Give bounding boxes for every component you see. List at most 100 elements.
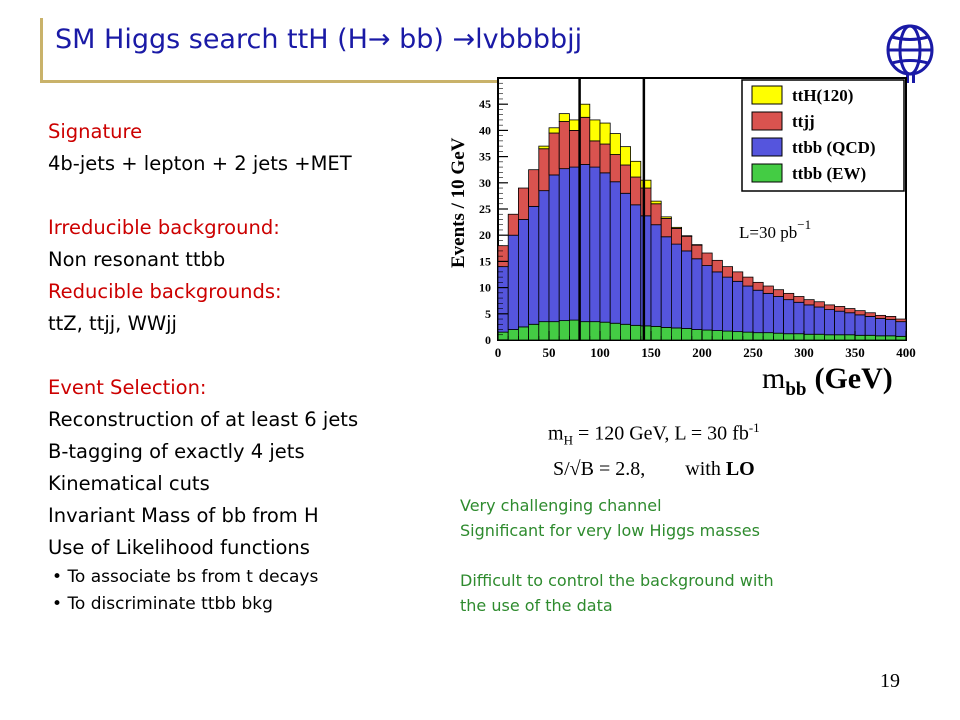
bar-ttjj xyxy=(518,187,530,220)
bar-ttbb-qcd- xyxy=(732,280,744,333)
irreducible-heading: Irreducible background: xyxy=(48,216,280,239)
bar-ttbb-qcd- xyxy=(538,190,550,323)
bar-ttbb-ew- xyxy=(701,329,713,341)
bar-ttjj xyxy=(783,292,795,301)
bar-tth-120- xyxy=(589,119,601,142)
bar-ttbb-ew- xyxy=(609,322,621,341)
note-line: Very challenging channel xyxy=(460,496,662,515)
bar-tth-120- xyxy=(670,226,682,229)
bar-ttjj xyxy=(528,169,540,207)
bar-ttbb-ew- xyxy=(834,334,846,341)
bar-ttjj xyxy=(691,244,703,260)
note-line: the use of the data xyxy=(460,596,613,615)
bar-ttbb-qcd- xyxy=(528,205,540,325)
selection-item: Reconstruction of at least 6 jets xyxy=(48,408,359,431)
y-tick-label: 45 xyxy=(479,97,491,111)
legend-label: ttbb (QCD) xyxy=(792,138,876,157)
bar-ttbb-qcd- xyxy=(507,234,519,330)
bar-ttbb-ew- xyxy=(732,331,744,341)
selection-item: Use of Likelihood functions xyxy=(48,536,310,559)
bar-ttbb-qcd- xyxy=(783,299,795,335)
legend-swatch xyxy=(751,163,783,183)
bar-ttbb-qcd- xyxy=(579,164,591,323)
reducible-heading: Reducible backgrounds: xyxy=(48,280,282,303)
info-line-2: S/√B = 2.8, with LO xyxy=(553,457,755,480)
bar-ttbb-qcd- xyxy=(548,174,560,323)
bar-ttbb-ew- xyxy=(854,334,866,341)
x-tick-label: 400 xyxy=(896,345,916,360)
bar-ttbb-qcd- xyxy=(762,292,774,334)
mbb-histogram-chart: 0 50 100 150 200 250 300 350 400 0 5 10 15 20 25 30 35 40… xyxy=(448,77,916,400)
bar-ttbb-qcd- xyxy=(650,224,662,327)
irreducible-text: Non resonant ttbb xyxy=(48,248,226,271)
bar-ttbb-qcd- xyxy=(834,310,846,336)
bar-ttbb-qcd- xyxy=(752,289,764,334)
bar-ttjj xyxy=(548,132,560,176)
bar-ttjj xyxy=(742,276,754,287)
bar-ttbb-ew- xyxy=(528,323,540,341)
bar-tth-120- xyxy=(640,179,652,189)
bar-ttbb-qcd- xyxy=(589,166,601,323)
bar-tth-120- xyxy=(579,103,591,118)
bar-ttbb-qcd- xyxy=(874,318,886,337)
bar-tth-120- xyxy=(650,200,662,205)
bar-tth-120- xyxy=(548,127,560,134)
bar-ttbb-qcd- xyxy=(711,271,723,331)
bar-ttbb-ew- xyxy=(762,332,774,341)
bar-ttbb-ew- xyxy=(538,321,550,341)
bar-ttbb-ew- xyxy=(599,321,611,341)
bar-ttjj xyxy=(793,296,805,303)
bar-ttjj xyxy=(844,308,856,314)
x-axis-title: mbb (GeV) xyxy=(762,362,893,400)
bar-ttjj xyxy=(538,148,550,192)
x-tick-label: 100 xyxy=(590,345,610,360)
y-axis-label: Events / 10 GeV xyxy=(448,137,469,268)
bar-ttbb-qcd- xyxy=(609,181,621,324)
bar-ttbb-qcd- xyxy=(518,219,530,328)
bar-ttbb-ew- xyxy=(874,335,886,341)
x-axis-label-unit: (GeV) xyxy=(814,362,892,395)
bar-ttbb-ew- xyxy=(711,330,723,341)
info-box: mH = 120 GeV, L = 30 fb-1 S/√B = 2.8, wit… xyxy=(548,414,760,483)
page-number: 19 xyxy=(880,670,900,692)
bar-ttbb-qcd- xyxy=(599,172,611,323)
bar-ttbb-qcd- xyxy=(772,296,784,334)
legend-swatch xyxy=(751,111,783,131)
bar-ttbb-qcd- xyxy=(854,314,866,336)
bar-ttbb-ew- xyxy=(670,327,682,341)
x-axis-label-m: m xyxy=(762,362,785,395)
bar-ttbb-ew- xyxy=(844,334,856,341)
bar-ttbb-ew- xyxy=(619,323,631,341)
bar-ttbb-ew- xyxy=(548,321,560,341)
bar-ttjj xyxy=(670,227,682,245)
bar-tth-120- xyxy=(660,216,672,219)
reducible-text: ttZ, ttjj, WWjj xyxy=(48,312,177,335)
bar-ttbb-qcd- xyxy=(895,321,907,337)
y-tick-label: 40 xyxy=(479,123,491,137)
legend: ttH(120) ttjj ttbb (QCD) ttbb (EW) xyxy=(741,79,905,192)
title-bar xyxy=(40,18,903,83)
bar-ttbb-ew- xyxy=(518,326,530,341)
bar-ttbb-ew- xyxy=(507,329,519,341)
bar-tth-120- xyxy=(599,122,611,145)
note-line: Difficult to control the background with xyxy=(460,571,774,590)
bar-ttjj xyxy=(874,314,886,319)
signature-text: 4b-jets + lepton + 2 jets +MET xyxy=(48,152,352,175)
bar-ttjj xyxy=(681,235,693,252)
selection-heading: Event Selection: xyxy=(48,376,207,399)
bar-ttjj xyxy=(823,304,835,311)
bar-ttjj xyxy=(589,140,601,168)
bar-ttjj xyxy=(507,213,519,236)
bar-tth-120- xyxy=(630,160,642,178)
bar-ttbb-qcd- xyxy=(864,316,876,336)
left-column: Signature 4b-jets + lepton + 2 jets +MET… xyxy=(48,116,468,618)
bar-tth-120- xyxy=(691,244,703,246)
y-tick-label: 20 xyxy=(479,228,491,242)
bar-ttbb-qcd- xyxy=(558,168,570,322)
signature-heading: Signature xyxy=(48,120,143,143)
selection-item: Invariant Mass of bb from H xyxy=(48,504,319,527)
bar-ttbb-qcd- xyxy=(660,236,672,328)
y-tick-label: 10 xyxy=(479,281,491,295)
bar-tth-120- xyxy=(538,145,550,150)
luminosity-annotation: L=30 pb−1 xyxy=(739,217,811,242)
